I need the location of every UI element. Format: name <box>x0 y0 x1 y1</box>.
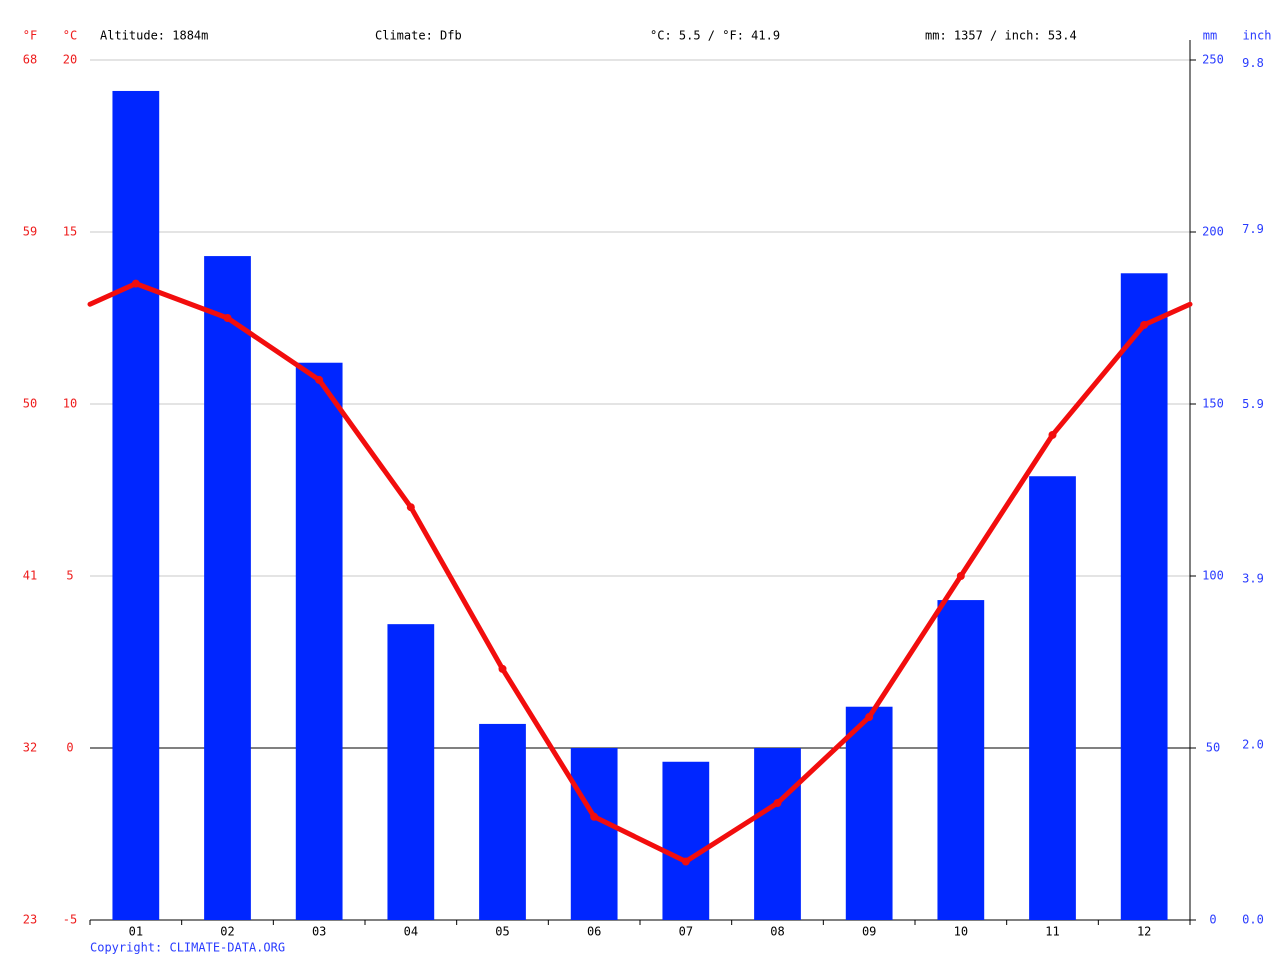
bar <box>937 600 985 920</box>
y-tick-label: 5 <box>66 569 73 583</box>
temperature-point <box>315 375 324 384</box>
copyright: Copyright: CLIMATE-DATA.ORG <box>90 941 285 955</box>
y-tick-label: 15 <box>63 225 77 239</box>
header-precipitation: mm: 1357 / inch: 53.4 <box>925 29 1077 43</box>
x-tick-label: 12 <box>1137 925 1151 939</box>
x-tick-label: 05 <box>495 925 509 939</box>
y2-tick-label: 250 <box>1202 53 1224 67</box>
bar <box>387 624 435 920</box>
temperature-point <box>773 799 782 808</box>
bar <box>112 90 160 920</box>
temperature-point <box>681 857 690 866</box>
y2-tick-label: 50 <box>1206 741 1220 755</box>
header-climate: Climate: Dfb <box>375 29 462 43</box>
y2-tick-label-inch: 7.9 <box>1242 222 1264 236</box>
y2-tick-label-inch: 3.9 <box>1242 572 1264 586</box>
temperature-point <box>406 503 415 512</box>
y2-tick-label-inch: 0.0 <box>1242 913 1264 927</box>
temperature-point <box>498 664 507 673</box>
bar <box>295 362 343 921</box>
temperature-point <box>1048 430 1057 439</box>
temperature-point <box>131 279 140 288</box>
x-tick-label: 02 <box>220 925 234 939</box>
temperature-point <box>223 314 232 322</box>
y2-tick-label: 100 <box>1202 569 1224 583</box>
x-tick-label: 10 <box>954 925 968 939</box>
x-tick-label: 04 <box>404 925 418 939</box>
y-tick-label-fahrenheit: 23 <box>23 913 37 927</box>
unit-celsius: °C <box>63 29 77 43</box>
bar <box>1120 273 1168 920</box>
y-tick-label-fahrenheit: 50 <box>23 397 37 411</box>
y2-tick-label-inch: 5.9 <box>1242 397 1264 411</box>
bar <box>662 761 710 920</box>
temperature-point <box>865 713 874 722</box>
y2-tick-label-inch: 2.0 <box>1242 738 1264 752</box>
y2-tick-label: 0 <box>1209 913 1216 927</box>
unit-fahrenheit: °F <box>23 29 37 43</box>
temperature-point <box>590 812 599 821</box>
y-tick-label: -5 <box>63 913 77 927</box>
y2-tick-label-inch: 9.8 <box>1242 56 1264 70</box>
line-wrap <box>1141 301 1193 328</box>
temperature-line <box>134 281 1147 865</box>
x-tick-label: 09 <box>862 925 876 939</box>
bar <box>570 748 618 920</box>
y-tick-label: 0 <box>66 741 73 755</box>
bar <box>204 256 251 921</box>
temperature-point <box>956 572 965 580</box>
y-tick-label-fahrenheit: 41 <box>23 569 37 583</box>
x-tick-label: 07 <box>679 925 693 939</box>
x-tick-label: 08 <box>770 925 784 939</box>
y-tick-label: 20 <box>63 53 77 67</box>
header-temperature: °C: 5.5 / °F: 41.9 <box>650 29 780 43</box>
y-tick-label-fahrenheit: 68 <box>23 53 37 67</box>
y2-tick-label: 150 <box>1202 397 1224 411</box>
x-tick-label: 06 <box>587 925 601 939</box>
y-tick-label-fahrenheit: 59 <box>23 225 37 239</box>
x-tick-label: 03 <box>312 925 326 939</box>
y-tick-label: 10 <box>63 397 77 411</box>
temperature-point <box>1140 320 1149 329</box>
y2-tick-label: 200 <box>1202 225 1224 239</box>
line-wrap <box>87 281 139 307</box>
header-altitude: Altitude: 1884m <box>100 29 208 43</box>
bar <box>845 706 893 920</box>
x-tick-label: 01 <box>129 925 143 939</box>
y-tick-label-fahrenheit: 32 <box>23 741 37 755</box>
unit-mm: mm <box>1203 29 1217 43</box>
x-tick-label: 11 <box>1045 925 1059 939</box>
bar <box>479 723 526 920</box>
unit-inch: inch <box>1243 29 1272 43</box>
bar <box>1029 476 1076 920</box>
bar <box>754 748 801 920</box>
